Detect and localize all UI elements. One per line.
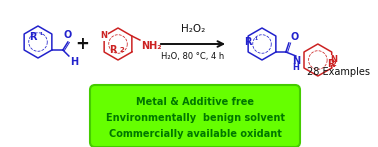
Text: O: O (64, 30, 72, 40)
Text: N: N (101, 31, 108, 41)
Text: 2: 2 (332, 61, 336, 67)
Text: NH₂: NH₂ (141, 41, 161, 51)
Text: R: R (110, 45, 117, 55)
Text: H₂O₂: H₂O₂ (181, 24, 205, 34)
Text: ¹: ¹ (255, 38, 258, 44)
Text: Commercially available oxidant: Commercially available oxidant (108, 129, 282, 139)
Text: H₂O, 80 °C, 4 h: H₂O, 80 °C, 4 h (161, 52, 225, 61)
FancyBboxPatch shape (90, 85, 300, 147)
Text: R: R (245, 37, 252, 47)
Text: R: R (29, 32, 37, 42)
Text: ¹: ¹ (40, 33, 43, 39)
Text: 2: 2 (120, 47, 125, 53)
Text: H: H (293, 63, 299, 72)
Text: O: O (291, 32, 299, 42)
Text: Metal & Additive free: Metal & Additive free (136, 97, 254, 107)
Text: N: N (292, 56, 300, 66)
Text: H: H (70, 57, 78, 67)
Text: Environmentally  benign solvent: Environmentally benign solvent (105, 113, 285, 123)
Text: R: R (327, 59, 335, 69)
Text: +: + (75, 35, 89, 53)
Text: 28 Examples: 28 Examples (307, 67, 370, 77)
Text: N: N (330, 56, 337, 65)
